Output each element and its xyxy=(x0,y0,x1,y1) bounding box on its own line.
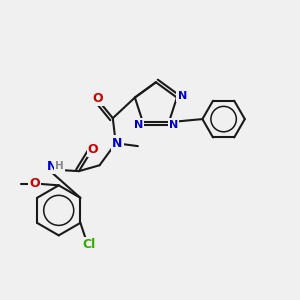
Text: O: O xyxy=(88,142,98,156)
Text: N: N xyxy=(178,91,187,101)
Text: N: N xyxy=(134,120,143,130)
Text: Cl: Cl xyxy=(82,238,95,251)
Text: H: H xyxy=(55,161,64,171)
Text: N: N xyxy=(169,120,178,130)
Text: N: N xyxy=(112,137,122,150)
Text: N: N xyxy=(47,160,58,172)
Text: O: O xyxy=(92,92,103,105)
Text: O: O xyxy=(29,177,40,190)
